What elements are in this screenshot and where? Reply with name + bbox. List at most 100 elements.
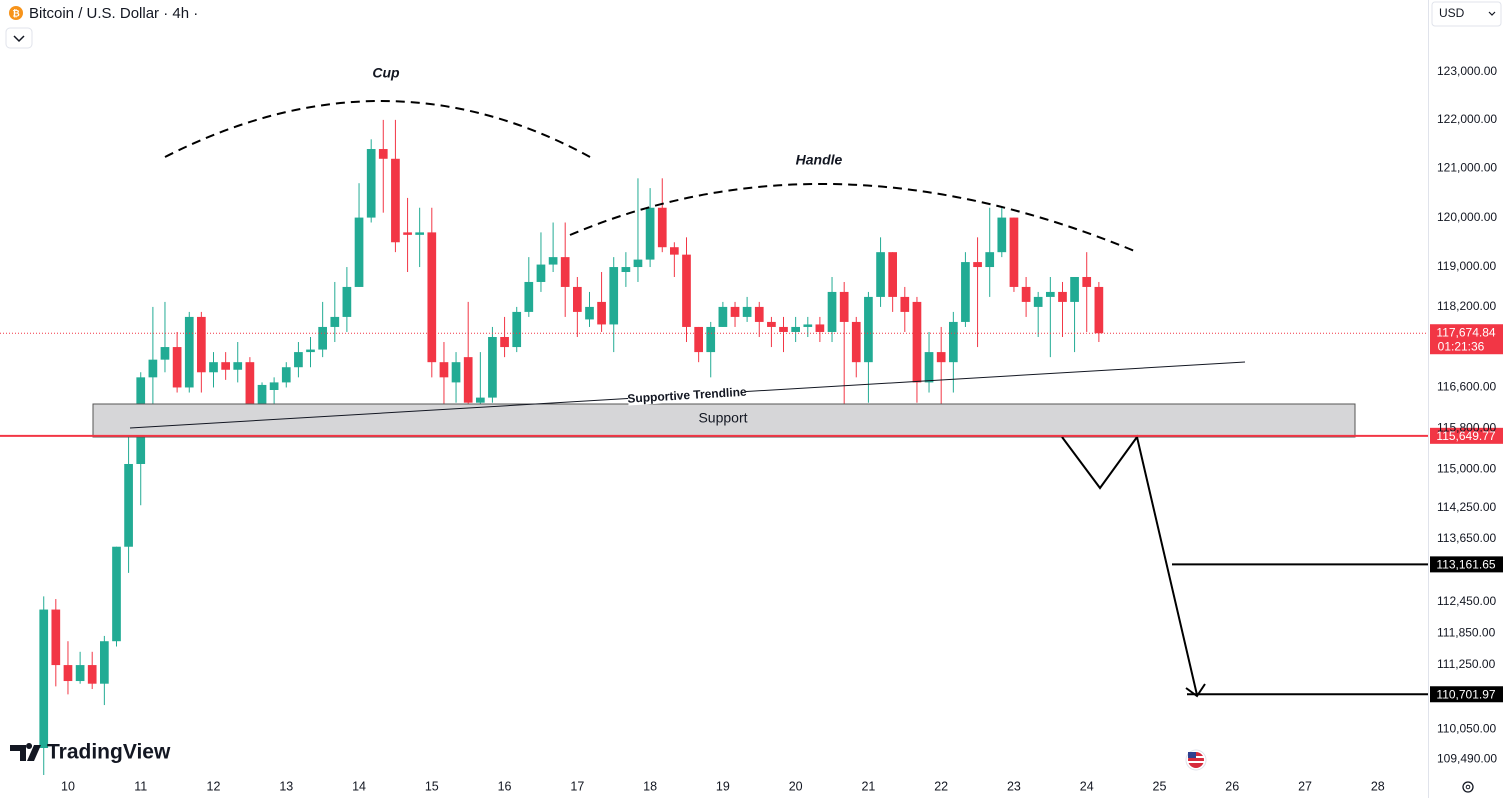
level-badge [1430, 427, 1503, 444]
candle-body [342, 286, 352, 317]
last-price-badge [1430, 324, 1503, 355]
candle-body [75, 665, 85, 682]
y-tick-label: 109,490.00 [1437, 751, 1497, 765]
candle-body [997, 217, 1007, 253]
level-badge [1430, 556, 1503, 573]
candle-body [682, 254, 691, 327]
y-tick-label: 118,200.00 [1437, 299, 1496, 313]
y-tick-label: 113,650.00 [1437, 531, 1496, 545]
level-label: 115,649.77 [1436, 429, 1495, 443]
candle-body [451, 362, 461, 383]
candle-body [87, 665, 97, 684]
candle-body [281, 367, 291, 383]
support-label: Support [698, 410, 747, 426]
x-tick-label: 10 [61, 779, 75, 793]
y-tick-label: 111,250.00 [1437, 657, 1496, 671]
candle-body [245, 362, 255, 408]
bitcoin-icon [9, 6, 23, 20]
candle-body [536, 264, 546, 282]
candle-body [354, 217, 364, 287]
x-tick-label: 14 [352, 779, 366, 793]
candle-body [706, 326, 716, 353]
brand-logo [10, 743, 41, 761]
x-tick-label: 22 [934, 779, 948, 793]
symbol-title: Bitcoin / U.S. Dollar · 4h · [29, 5, 198, 22]
candle-body [767, 321, 776, 327]
candle-body [427, 232, 437, 363]
candle-body [961, 262, 970, 322]
candle-body [488, 336, 497, 398]
level-label: 110,701.97 [1436, 687, 1495, 701]
y-tick-label: 112,450.00 [1437, 594, 1496, 608]
candle-body [1021, 286, 1031, 302]
candle-body [39, 609, 49, 748]
candle-body [669, 247, 679, 255]
candle-body [1070, 276, 1079, 302]
x-tick-label: 24 [1080, 779, 1094, 793]
candle-body [160, 347, 170, 360]
x-tick-label: 21 [861, 779, 875, 793]
candle-body [815, 324, 825, 332]
candle-body [888, 252, 897, 297]
candle-body [924, 352, 934, 383]
candle-body [572, 286, 582, 312]
x-tick-label: 27 [1298, 779, 1312, 793]
candle-body [730, 306, 740, 317]
x-tick-label: 12 [207, 779, 221, 793]
last-price-label: 117,674.84 [1436, 325, 1495, 339]
candle-body [645, 207, 655, 260]
candle-body [233, 362, 243, 370]
candle-body [318, 326, 328, 350]
candle-body [391, 158, 400, 243]
candle-body [524, 281, 534, 312]
candle-body [936, 352, 946, 363]
support-zone [92, 403, 1356, 438]
candle-body [803, 324, 813, 327]
candle-body [1033, 296, 1043, 307]
candle-body [1058, 291, 1067, 302]
collapse-button[interactable] [5, 27, 33, 49]
candle-body [609, 267, 619, 325]
collapse-chevron [13, 35, 25, 43]
y-tick-label: 119,000.00 [1437, 259, 1496, 273]
level-label: 113,161.65 [1436, 558, 1495, 572]
candle-body [851, 321, 861, 363]
candle-body [100, 641, 109, 684]
candle-body [633, 259, 643, 268]
y-tick-label: 114,250.00 [1437, 500, 1496, 514]
level-badge [1430, 686, 1503, 703]
y-tick-label: 121,000.00 [1437, 161, 1497, 175]
candle-body [948, 321, 958, 363]
candle-body [973, 262, 982, 268]
candle-body [463, 357, 473, 403]
candle-body [742, 306, 752, 317]
candle-body [330, 316, 340, 327]
candle-body [694, 326, 703, 353]
candle-body [621, 267, 631, 273]
projection-arrow [1185, 683, 1206, 698]
event-flag-stripe [1188, 761, 1204, 763]
candle-body [269, 382, 279, 391]
candle-body [876, 252, 885, 297]
candle-body [900, 296, 910, 312]
candle-body [779, 326, 788, 332]
handle-arc [569, 183, 1138, 253]
candle-body [257, 384, 267, 408]
candle-body [184, 316, 194, 388]
candle-body [597, 301, 606, 325]
settings-icon[interactable] [1462, 781, 1474, 793]
brand-name: TradingView [47, 741, 171, 764]
candle-body [221, 362, 231, 370]
x-tick-label: 15 [425, 779, 439, 793]
currency-button[interactable] [1431, 1, 1502, 27]
y-tick-label: 120,000.00 [1437, 210, 1497, 224]
candle-body [63, 665, 73, 682]
candle-body [51, 609, 61, 666]
candle-body [1009, 217, 1019, 287]
x-tick-label: 11 [134, 779, 147, 793]
candle-body [548, 257, 558, 265]
projection-path [1061, 434, 1198, 696]
